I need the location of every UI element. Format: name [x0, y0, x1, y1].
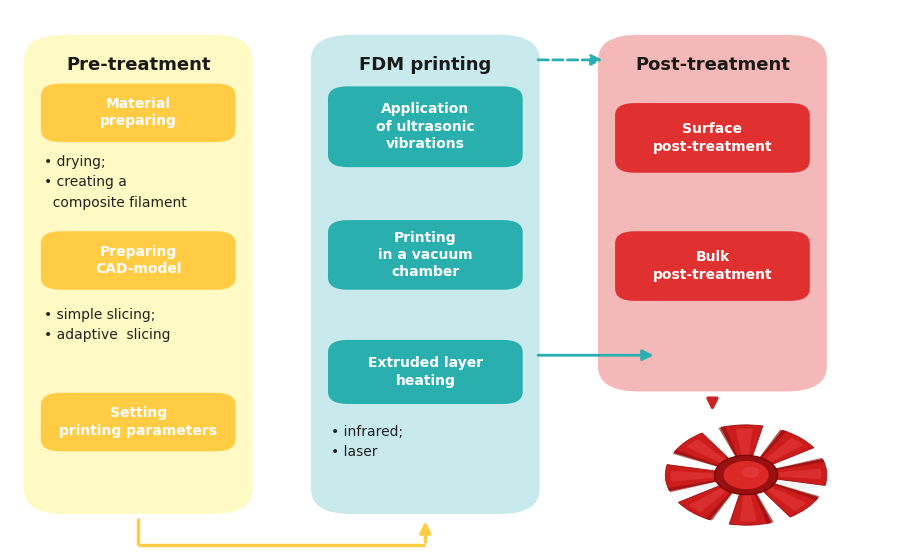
- FancyBboxPatch shape: [328, 86, 523, 167]
- Wedge shape: [740, 475, 757, 522]
- Wedge shape: [746, 469, 821, 479]
- Wedge shape: [746, 430, 814, 475]
- Wedge shape: [679, 475, 746, 520]
- Text: Pre-treatment: Pre-treatment: [66, 57, 211, 74]
- Wedge shape: [706, 475, 746, 520]
- Circle shape: [724, 461, 769, 489]
- Text: Application
of ultrasonic
vibrations: Application of ultrasonic vibrations: [376, 102, 474, 151]
- Wedge shape: [746, 438, 804, 475]
- FancyBboxPatch shape: [328, 340, 523, 404]
- Circle shape: [742, 466, 760, 478]
- Wedge shape: [721, 425, 763, 475]
- Wedge shape: [735, 428, 752, 475]
- Text: Setting
printing parameters: Setting printing parameters: [59, 407, 217, 438]
- Text: Post-treatment: Post-treatment: [635, 57, 790, 74]
- FancyBboxPatch shape: [598, 35, 827, 391]
- Wedge shape: [746, 430, 787, 475]
- Text: Bulk
post-treatment: Bulk post-treatment: [652, 250, 772, 282]
- Wedge shape: [686, 439, 746, 475]
- Ellipse shape: [662, 468, 831, 493]
- Wedge shape: [746, 475, 819, 500]
- Text: Surface
post-treatment: Surface post-treatment: [652, 122, 772, 153]
- FancyBboxPatch shape: [23, 35, 253, 514]
- FancyBboxPatch shape: [328, 220, 523, 290]
- FancyBboxPatch shape: [310, 35, 540, 514]
- Text: FDM printing: FDM printing: [359, 57, 491, 74]
- Wedge shape: [668, 475, 746, 492]
- Wedge shape: [746, 460, 827, 486]
- Wedge shape: [746, 475, 806, 511]
- Wedge shape: [746, 475, 818, 517]
- Circle shape: [715, 455, 778, 494]
- Wedge shape: [729, 475, 771, 525]
- Text: Material
preparing: Material preparing: [100, 97, 176, 128]
- Text: • drying;
• creating a
  composite filament: • drying; • creating a composite filamen…: [43, 156, 186, 209]
- FancyBboxPatch shape: [615, 103, 810, 172]
- Wedge shape: [671, 471, 746, 482]
- FancyBboxPatch shape: [615, 231, 810, 301]
- Wedge shape: [674, 433, 746, 475]
- Wedge shape: [688, 475, 746, 512]
- Text: • infrared;
• laser: • infrared; • laser: [330, 424, 403, 459]
- FancyBboxPatch shape: [40, 83, 236, 142]
- Wedge shape: [718, 427, 746, 475]
- Text: Extruded layer
heating: Extruded layer heating: [368, 356, 483, 388]
- Text: Printing
in a vacuum
chamber: Printing in a vacuum chamber: [378, 231, 472, 279]
- Wedge shape: [673, 450, 746, 475]
- Text: • simple slicing;
• adaptive  slicing: • simple slicing; • adaptive slicing: [43, 307, 170, 342]
- Wedge shape: [665, 465, 746, 491]
- Wedge shape: [746, 475, 774, 524]
- Wedge shape: [746, 458, 824, 475]
- FancyBboxPatch shape: [40, 393, 236, 451]
- Text: Preparing
CAD-model: Preparing CAD-model: [95, 245, 182, 276]
- FancyBboxPatch shape: [40, 231, 236, 290]
